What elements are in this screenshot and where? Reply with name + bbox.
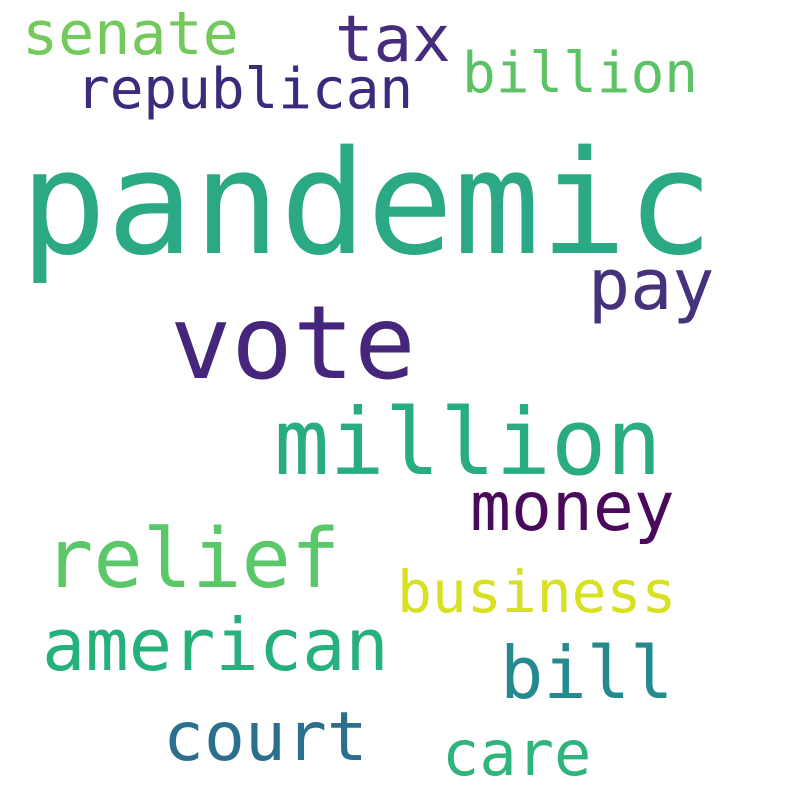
word-court: court [163,698,368,777]
word-care: care [442,717,592,790]
word-money: money [470,468,675,547]
word-republican: republican [76,57,414,122]
word-tax: tax [335,3,451,77]
word-pandemic: pandemic [20,119,714,287]
word-relief: relief [44,512,341,607]
word-vote: vote [170,284,416,403]
word-bill: bill [500,631,674,715]
word-million: million [274,389,662,496]
word-business: business [397,558,677,626]
word-pay: pay [588,244,715,326]
word-senate: senate [22,0,239,69]
word-billion: billion [462,41,699,106]
word-american: american [42,603,389,687]
